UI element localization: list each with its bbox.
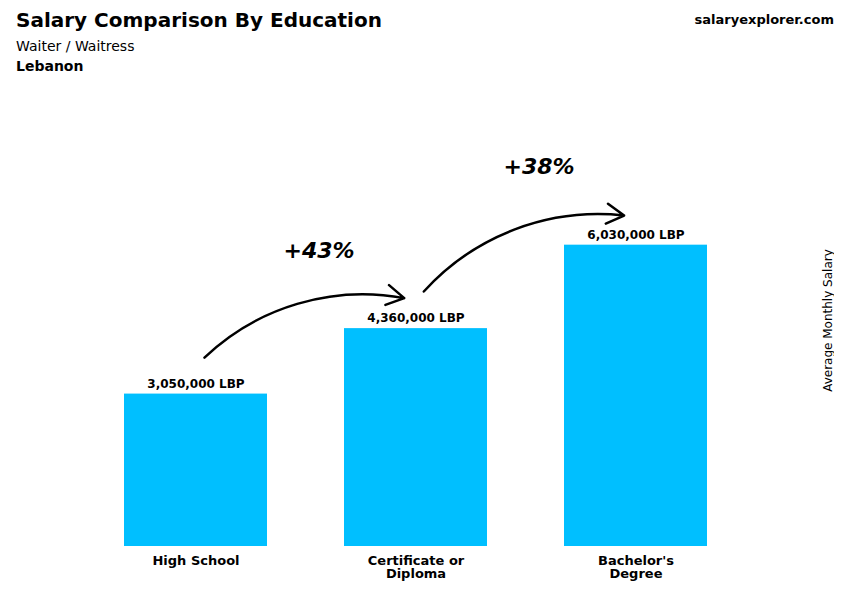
- svg-text:+43%: +43%: [283, 238, 354, 263]
- svg-text:6,030,000 LBP: 6,030,000 LBP: [587, 228, 685, 242]
- html-text:Salary Comparison By Education: Salary Comparison By Education: [16, 8, 382, 32]
- html-text:Lebanon: Lebanon: [16, 58, 84, 74]
- svg-text:Average Monthly Salary: Average Monthly Salary: [821, 249, 835, 392]
- html-text:salaryexplorer.com: salaryexplorer.com: [694, 12, 834, 27]
- svg-text:+38%: +38%: [503, 154, 574, 179]
- svg-text:3,050,000 LBP: 3,050,000 LBP: [147, 377, 245, 391]
- svg-text:4,360,000 LBP: 4,360,000 LBP: [367, 311, 465, 325]
- svg-text:Certificate orDiploma: Certificate orDiploma: [368, 553, 465, 581]
- html-text:Waiter / Waitress: Waiter / Waitress: [16, 38, 135, 54]
- svg-text:Bachelor'sDegree: Bachelor'sDegree: [598, 553, 674, 581]
- svg-text:High School: High School: [152, 553, 239, 568]
